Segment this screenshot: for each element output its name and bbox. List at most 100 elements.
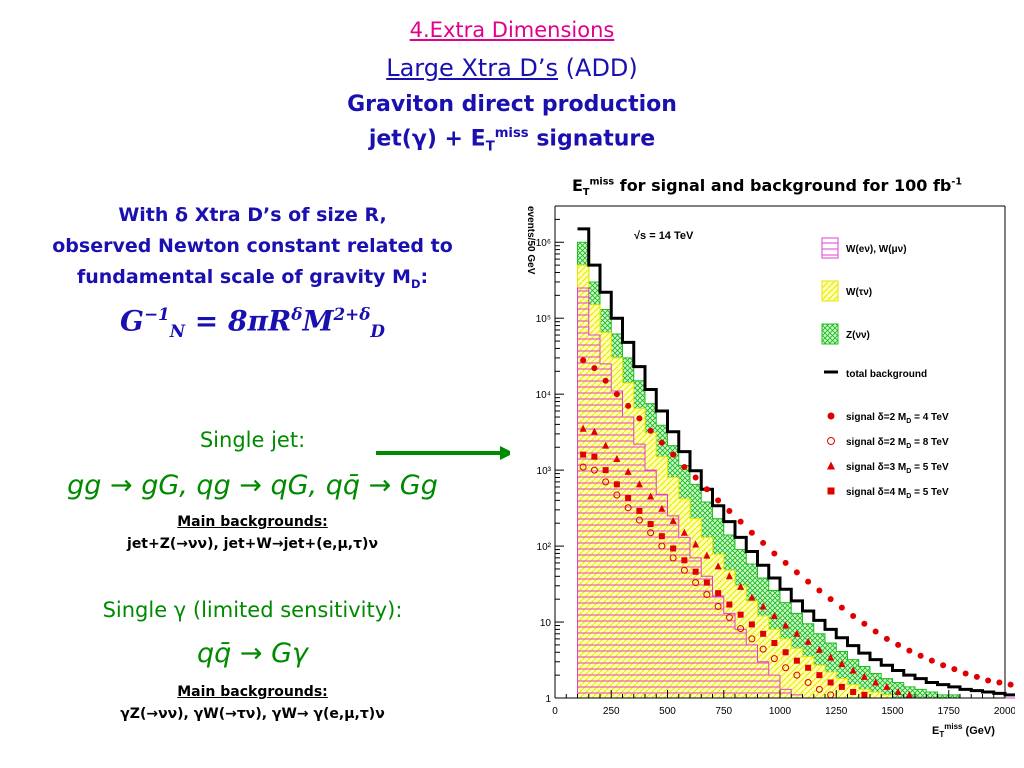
x-tick-label: 2000 bbox=[994, 706, 1015, 717]
point-signal-2-m-d-8-tev bbox=[703, 591, 711, 599]
legend-swatch-z bbox=[821, 323, 839, 345]
x-axis-label: ETmiss (GeV) bbox=[932, 722, 995, 739]
point-signal-3-m-d-5-tev bbox=[748, 593, 756, 601]
chart: 0 250 500 750 1000 1250 1500 1750 2000 1 10 10² 10³ 1… bbox=[510, 198, 1015, 758]
single-jet-backgrounds: jet+Z(→νν), jet+W→jet+(e,μ,τ)ν bbox=[127, 536, 378, 552]
point-signal-2-m-d-8-tev bbox=[658, 542, 666, 550]
x-tick-label: 500 bbox=[659, 706, 676, 717]
signature-post: signature bbox=[528, 126, 656, 152]
point-signal-3-m-d-5-tev bbox=[613, 455, 621, 463]
point-signal-3-m-d-5-tev bbox=[680, 528, 688, 536]
x-tick-label: 0 bbox=[552, 706, 558, 717]
legend-marker-signal-2-m-d-4-tev bbox=[827, 412, 835, 420]
point-signal-2-m-d-4-tev bbox=[613, 391, 620, 398]
legend-marker-signal-3-m-d-5-tev bbox=[827, 461, 835, 470]
point-signal-2-m-d-8-tev bbox=[759, 645, 767, 653]
subtitle: Graviton direct production bbox=[347, 92, 677, 117]
single-jet-backgrounds-label: Main backgrounds: bbox=[177, 514, 328, 530]
model-acronym: (ADD) bbox=[565, 54, 638, 82]
point-signal-2-m-d-4-tev bbox=[681, 463, 688, 470]
point-signal-2-m-d-8-tev bbox=[737, 625, 745, 633]
point-signal-3-m-d-5-tev bbox=[692, 540, 700, 548]
point-signal-2-m-d-4-tev bbox=[962, 670, 969, 677]
point-signal-3-m-d-5-tev bbox=[658, 504, 666, 512]
legend-marker-signal-4-m-d-5-tev bbox=[827, 487, 835, 495]
signature-sub: T bbox=[485, 139, 495, 155]
single-jet-title: Single jet: bbox=[199, 428, 306, 452]
chart-title-lumi-sup: -1 bbox=[951, 176, 963, 188]
legend-label: total background bbox=[846, 369, 927, 380]
intro-line-3-sub: D bbox=[410, 276, 421, 291]
point-signal-2-m-d-4-tev bbox=[996, 679, 1003, 686]
point-signal-3-m-d-5-tev bbox=[759, 602, 767, 610]
signature-line: jet(γ) + ETmiss signature bbox=[0, 126, 1024, 155]
point-signal-2-m-d-4-tev bbox=[647, 427, 654, 434]
point-signal-4-m-d-5-tev bbox=[658, 533, 665, 540]
point-signal-3-m-d-5-tev bbox=[905, 690, 913, 698]
point-signal-4-m-d-5-tev bbox=[591, 453, 598, 460]
point-signal-2-m-d-4-tev bbox=[872, 628, 879, 635]
point-signal-3-m-d-5-tev bbox=[714, 562, 722, 570]
point-signal-3-m-d-5-tev bbox=[703, 551, 711, 559]
point-signal-2-m-d-8-tev bbox=[590, 466, 598, 474]
legend-label: W(eν), W(μν) bbox=[846, 244, 907, 255]
point-signal-4-m-d-5-tev bbox=[850, 688, 857, 695]
point-signal-3-m-d-5-tev bbox=[635, 480, 643, 488]
point-signal-4-m-d-5-tev bbox=[602, 467, 609, 474]
point-signal-2-m-d-8-tev bbox=[613, 491, 621, 499]
point-signal-4-m-d-5-tev bbox=[647, 521, 654, 528]
formula-rhs: = 8πR bbox=[185, 304, 292, 338]
point-signal-4-m-d-5-tev bbox=[737, 611, 744, 618]
point-signal-2-m-d-8-tev bbox=[602, 478, 610, 486]
point-signal-4-m-d-5-tev bbox=[692, 568, 699, 575]
newton-formula: G−1N = 8πRδM2+δD bbox=[0, 304, 505, 341]
legend-label: W(τν) bbox=[846, 287, 872, 298]
formula-m: M bbox=[302, 304, 334, 338]
point-signal-3-m-d-5-tev bbox=[725, 572, 733, 580]
formula-m-sub: D bbox=[370, 320, 385, 341]
x-tick-label: 250 bbox=[603, 706, 620, 717]
point-signal-2-m-d-4-tev bbox=[771, 550, 778, 557]
point-signal-3-m-d-5-tev bbox=[883, 682, 891, 690]
point-signal-4-m-d-5-tev bbox=[748, 621, 755, 628]
y-tick-label: 10⁴ bbox=[536, 390, 551, 401]
point-signal-3-m-d-5-tev bbox=[894, 687, 902, 695]
point-signal-2-m-d-4-tev bbox=[838, 604, 845, 611]
point-signal-2-m-d-4-tev bbox=[883, 635, 890, 642]
y-tick-label: 10⁵ bbox=[536, 314, 551, 325]
x-tick-label: 1000 bbox=[769, 706, 792, 717]
point-signal-2-m-d-4-tev bbox=[928, 657, 935, 664]
x-axis-label-sub: T bbox=[939, 730, 944, 739]
formula-g-sub: N bbox=[169, 320, 186, 341]
point-signal-2-m-d-4-tev bbox=[748, 529, 755, 536]
point-signal-3-m-d-5-tev bbox=[872, 678, 880, 686]
signature-pre: jet(γ) + E bbox=[368, 126, 486, 152]
point-signal-2-m-d-4-tev bbox=[636, 415, 643, 422]
point-signal-4-m-d-5-tev bbox=[625, 494, 632, 501]
model-title: Large Xtra D’s (ADD) bbox=[0, 54, 1024, 82]
point-signal-2-m-d-8-tev bbox=[680, 566, 688, 574]
point-signal-2-m-d-4-tev bbox=[737, 518, 744, 525]
legend-swatch-w-e-w bbox=[821, 237, 839, 259]
intro-text: With δ Xtra D’s of size R, observed Newt… bbox=[0, 200, 505, 300]
legend-label: signal δ=4 MD = 5 TeV bbox=[846, 487, 949, 500]
point-signal-4-m-d-5-tev bbox=[827, 679, 834, 686]
point-signal-2-m-d-8-tev bbox=[770, 655, 778, 663]
point-signal-2-m-d-4-tev bbox=[805, 578, 812, 585]
point-signal-2-m-d-8-tev bbox=[725, 613, 733, 621]
point-signal-2-m-d-8-tev bbox=[815, 685, 823, 693]
point-signal-3-m-d-5-tev bbox=[838, 660, 846, 668]
x-tick-label: 1750 bbox=[938, 706, 961, 717]
y-axis-label: events/50 GeV bbox=[525, 206, 536, 275]
single-gamma-backgrounds-label: Main backgrounds: bbox=[177, 684, 328, 700]
point-signal-2-m-d-8-tev bbox=[804, 678, 812, 686]
legend-label: Z(νν) bbox=[846, 330, 870, 341]
point-signal-4-m-d-5-tev bbox=[681, 557, 688, 564]
point-signal-4-m-d-5-tev bbox=[613, 481, 620, 488]
x-tick-label: 1250 bbox=[825, 706, 848, 717]
point-signal-2-m-d-4-tev bbox=[602, 377, 609, 384]
point-signal-4-m-d-5-tev bbox=[805, 664, 812, 671]
x-axis-label-e: E bbox=[932, 725, 939, 737]
chart-title: ETmiss for signal and background for 100… bbox=[510, 176, 1024, 198]
legend-swatch-w bbox=[821, 280, 839, 302]
